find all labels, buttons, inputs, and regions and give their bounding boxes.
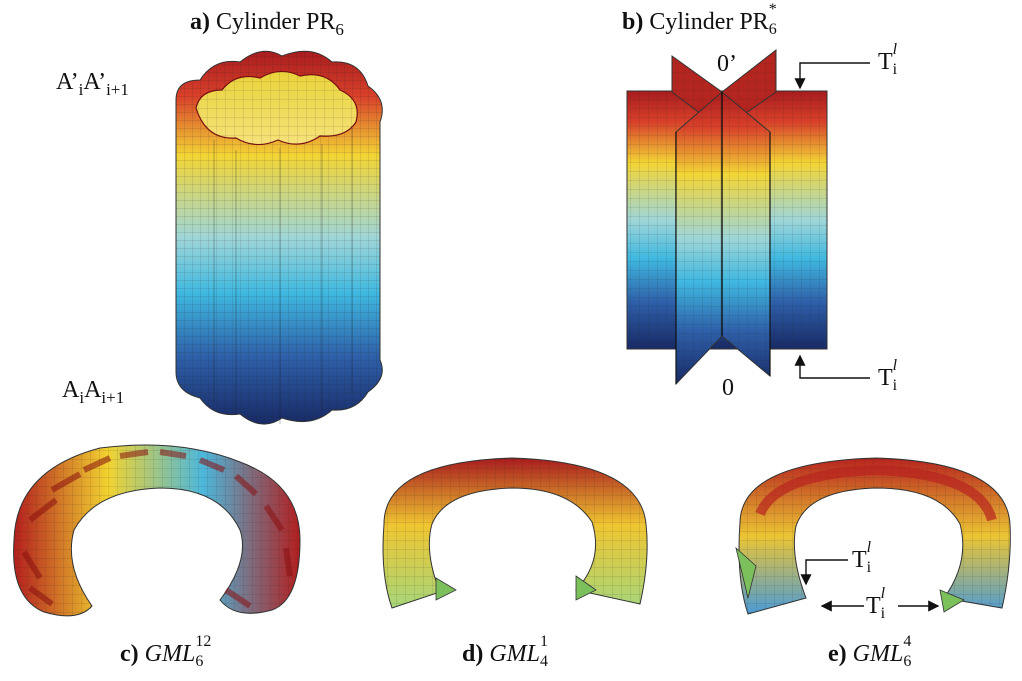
cylinder-pr6-figure (175, 50, 383, 425)
top-edge-label: A’iA’i+1 (56, 69, 129, 99)
panel-a-letter: a) (190, 9, 210, 35)
gml-6-12-figure (13, 444, 301, 617)
panel-a-caption: a) Cylinder PR6 (190, 10, 344, 38)
cylinder-pr6-star-figure (626, 48, 828, 386)
panel-b-letter: b) (622, 9, 644, 35)
gml-6-4-figure (735, 457, 1011, 615)
bottom-edge-label: AiAi+1 (62, 377, 125, 407)
zero-prime-label: 0’ (717, 51, 737, 77)
t-il-bottom-arrow (794, 354, 870, 379)
panel-b-scripts: * 6 (768, 2, 783, 38)
t-il-e-pointer (800, 559, 848, 586)
panel-e-caption: e) GML 4 6 (828, 633, 912, 670)
zero-label: 0 (722, 375, 734, 401)
panel-b-sub: 6 (768, 21, 777, 38)
panel-a-title: Cylinder PR (216, 9, 336, 35)
t-il-top-arrow (794, 62, 870, 90)
panel-d-caption: d) GML 1 4 (462, 633, 549, 670)
panel-b-title: Cylinder PR (649, 9, 769, 35)
gml-4-1-figure (382, 457, 648, 609)
panel-a-sub: 6 (335, 20, 344, 39)
panel-b-sup: * (768, 1, 777, 18)
panel-c-caption: c) GML 12 6 (120, 633, 212, 670)
panel-b-caption: b) Cylinder PR * 6 (622, 2, 783, 38)
